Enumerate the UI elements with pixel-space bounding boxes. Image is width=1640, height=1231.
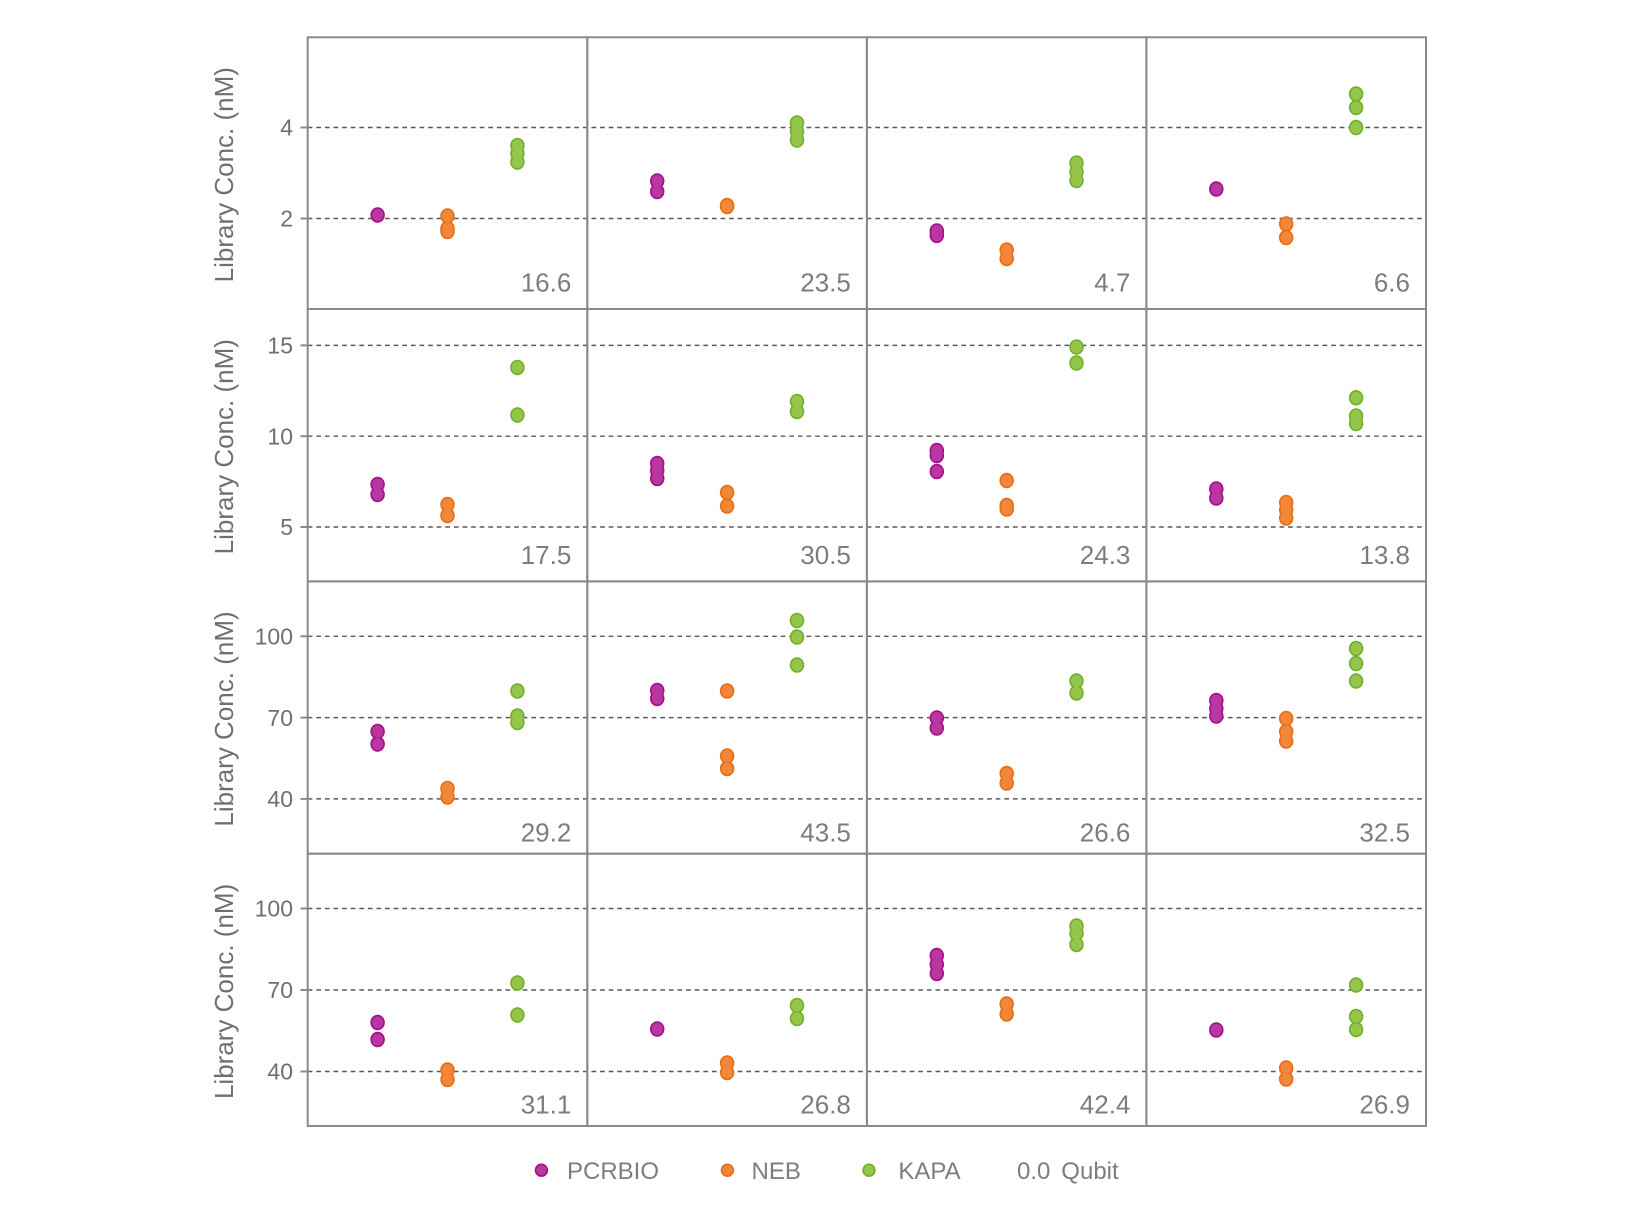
svg-text:29.2: 29.2 xyxy=(521,818,572,848)
svg-text:5: 5 xyxy=(280,514,293,540)
svg-text:10: 10 xyxy=(267,423,293,449)
svg-text:PCRBIO: PCRBIO xyxy=(567,1158,659,1185)
svg-text:NEB: NEB xyxy=(752,1158,801,1185)
svg-text:15: 15 xyxy=(267,333,293,359)
svg-text:100: 100 xyxy=(255,896,293,922)
svg-text:43.5: 43.5 xyxy=(800,818,851,848)
svg-text:40: 40 xyxy=(267,1059,293,1085)
svg-text:16.6: 16.6 xyxy=(521,267,572,297)
svg-text:13.8: 13.8 xyxy=(1359,540,1410,570)
svg-text:6.6: 6.6 xyxy=(1374,267,1410,297)
svg-text:100: 100 xyxy=(255,624,293,650)
svg-text:2: 2 xyxy=(280,206,293,232)
svg-text:42.4: 42.4 xyxy=(1080,1090,1131,1120)
svg-text:Library Conc. (nM): Library Conc. (nM) xyxy=(209,339,239,554)
svg-text:Library Conc. (nM): Library Conc. (nM) xyxy=(209,884,239,1099)
svg-text:4.7: 4.7 xyxy=(1094,267,1130,297)
svg-text:Qubit: Qubit xyxy=(1061,1158,1119,1185)
svg-text:40: 40 xyxy=(267,786,293,812)
svg-text:26.6: 26.6 xyxy=(1080,818,1131,848)
svg-text:70: 70 xyxy=(267,705,293,731)
svg-text:70: 70 xyxy=(267,977,293,1003)
svg-text:4: 4 xyxy=(280,115,293,141)
svg-text:26.8: 26.8 xyxy=(800,1090,851,1120)
svg-text:Library Conc. (nM): Library Conc. (nM) xyxy=(209,67,239,282)
svg-text:30.5: 30.5 xyxy=(800,540,851,570)
svg-text:32.5: 32.5 xyxy=(1359,818,1410,848)
svg-text:KAPA: KAPA xyxy=(898,1158,960,1185)
svg-text:24.3: 24.3 xyxy=(1080,540,1131,570)
svg-text:Library Conc. (nM): Library Conc. (nM) xyxy=(209,611,239,826)
svg-text:26.9: 26.9 xyxy=(1359,1090,1410,1120)
svg-text:23.5: 23.5 xyxy=(800,267,851,297)
svg-text:17.5: 17.5 xyxy=(521,540,572,570)
svg-text:31.1: 31.1 xyxy=(521,1090,572,1120)
svg-text:0.0: 0.0 xyxy=(1017,1158,1050,1185)
